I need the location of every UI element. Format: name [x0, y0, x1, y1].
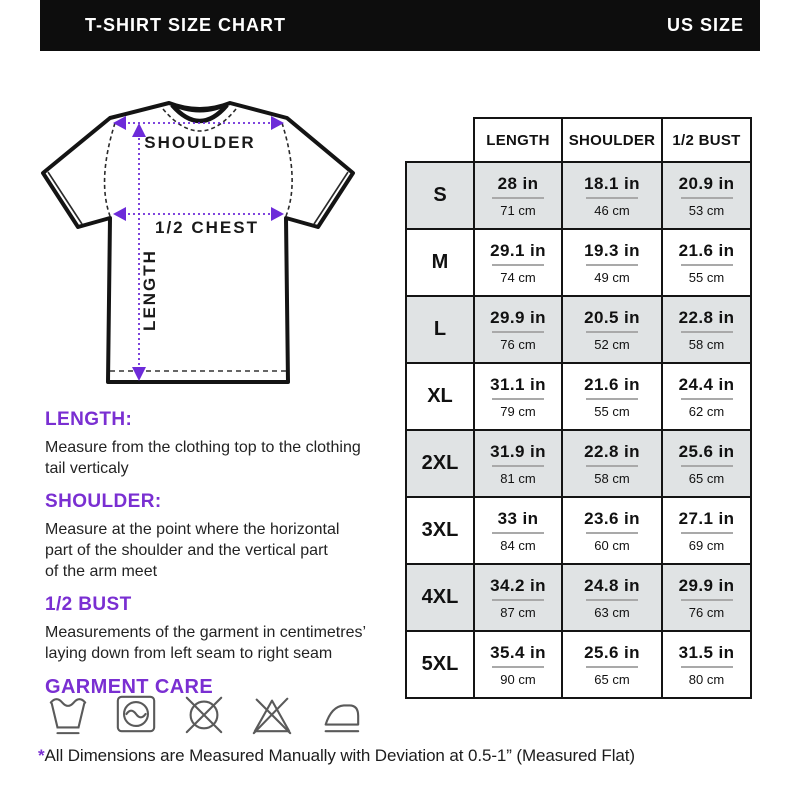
value-cell: 34.2 in 87 cm — [475, 565, 563, 632]
value-cell: 31.9 in 81 cm — [475, 431, 563, 498]
size-cell: 2XL — [405, 431, 475, 498]
size-cell: L — [405, 297, 475, 364]
value-cell: 23.6 in 60 cm — [563, 498, 663, 565]
value-cell: 33 in 84 cm — [475, 498, 563, 565]
value-cell: 19.3 in 49 cm — [563, 230, 663, 297]
value-cell: 24.4 in 62 cm — [663, 364, 752, 431]
diagram-shoulder-label: SHOULDER — [144, 133, 255, 152]
length-desc-line: Measure from the clothing top to the clo… — [45, 439, 361, 456]
col-header-length: LENGTH — [475, 117, 563, 163]
value-cell: 25.6 in 65 cm — [563, 632, 663, 699]
size-cell: S — [405, 163, 475, 230]
shoulder-heading: SHOULDER: — [45, 491, 162, 512]
region-label: US SIZE — [666, 15, 744, 35]
size-cell: M — [405, 230, 475, 297]
value-cell: 35.4 in 90 cm — [475, 632, 563, 699]
value-cell: 29.9 in 76 cm — [475, 297, 563, 364]
value-cell: 21.6 in 55 cm — [563, 364, 663, 431]
value-cell: 28 in 71 cm — [475, 163, 563, 230]
bust-desc-line: laying down from left seam to right seam — [45, 645, 333, 662]
tumble-dry-icon — [116, 695, 156, 733]
size-cell: 4XL — [405, 565, 475, 632]
bust-desc-line: Measurements of the garment in centimetr… — [45, 624, 367, 641]
value-cell: 20.5 in 52 cm — [563, 297, 663, 364]
col-header-bust: 1/2 BUST — [663, 117, 752, 163]
value-cell: 24.8 in 63 cm — [563, 565, 663, 632]
size-cell: 5XL — [405, 632, 475, 699]
wash-tub-icon — [49, 698, 87, 735]
value-cell: 18.1 in 46 cm — [563, 163, 663, 230]
bust-heading: 1/2 BUST — [45, 594, 132, 615]
length-heading: LENGTH: — [45, 409, 133, 430]
do-not-bleach-icon — [252, 697, 292, 735]
value-cell: 21.6 in 55 cm — [663, 230, 752, 297]
footnote-asterisk: * — [38, 746, 45, 765]
length-desc-line: tail verticaly — [45, 460, 129, 477]
value-cell: 22.8 in 58 cm — [663, 297, 752, 364]
diagram-chest-label: 1/2 CHEST — [155, 218, 259, 237]
shoulder-desc-line: part of the shoulder and the vertical pa… — [45, 542, 328, 559]
value-cell: 27.1 in 69 cm — [663, 498, 752, 565]
tshirt-diagram: SHOULDER 1/2 CHEST LENGTH — [41, 101, 355, 384]
do-not-dry-clean-icon — [185, 696, 223, 734]
size-cell: XL — [405, 364, 475, 431]
measure-arrowheads-icon — [113, 116, 284, 381]
garment-care-heading: GARMENT CARE — [45, 676, 214, 698]
corner-cell — [405, 117, 475, 163]
value-cell: 20.9 in 53 cm — [663, 163, 752, 230]
measure-descriptions: LENGTH: Measure from the clothing top to… — [45, 402, 401, 705]
size-cell: 3XL — [405, 498, 475, 565]
value-cell: 22.8 in 58 cm — [563, 431, 663, 498]
header-bar: T-SHIRT SIZE CHART US SIZE — [40, 0, 760, 51]
collar-icon — [170, 103, 229, 124]
shoulder-desc-line: of the arm meet — [45, 563, 158, 580]
value-cell: 29.1 in 74 cm — [475, 230, 563, 297]
value-cell: 31.5 in 80 cm — [663, 632, 752, 699]
footnote: *All Dimensions are Measured Manually wi… — [38, 746, 635, 766]
shoulder-desc-line: Measure at the point where the horizonta… — [45, 521, 340, 538]
col-header-shoulder: SHOULDER — [563, 117, 663, 163]
page-title: T-SHIRT SIZE CHART — [85, 15, 286, 35]
footnote-text: All Dimensions are Measured Manually wit… — [44, 746, 635, 765]
value-cell: 29.9 in 76 cm — [663, 565, 752, 632]
size-table: LENGTH SHOULDER 1/2 BUST S 28 in 71 cm 18… — [405, 117, 752, 699]
value-cell: 25.6 in 65 cm — [663, 431, 752, 498]
diagram-length-label: LENGTH — [140, 249, 159, 331]
care-icons-row — [46, 690, 362, 738]
value-cell: 31.1 in 79 cm — [475, 364, 563, 431]
iron-icon — [324, 704, 360, 733]
